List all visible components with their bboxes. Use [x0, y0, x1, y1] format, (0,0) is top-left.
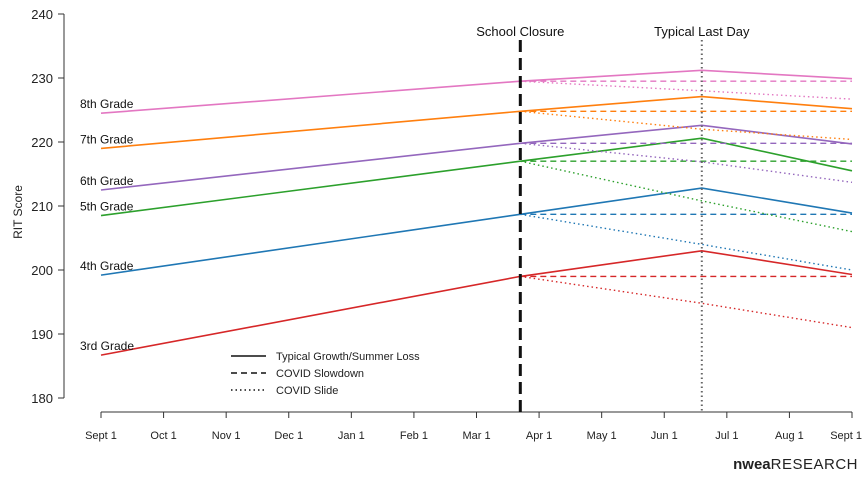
x-tick-label: Jan 1: [338, 430, 365, 442]
labels: 3rd Grade 4th Grade 5th Grade 6th Grade 7th …: [80, 97, 134, 353]
x-tick-label: Jun 1: [651, 430, 678, 442]
legend-label-dashed: COVID Slowdown: [276, 368, 364, 380]
x-tick-label: Sept 1: [830, 430, 862, 442]
school-closure-label: School Closure: [476, 24, 564, 39]
4th-grade-label: 4th Grade: [80, 259, 134, 273]
typical-last-day-label: Typical Last Day: [654, 24, 750, 39]
legend-label-solid: Typical Growth/Summer Loss: [276, 351, 420, 363]
x-tick-label: Apr 1: [526, 430, 552, 442]
x-tick-label: Dec 1: [274, 430, 303, 442]
3rd-grade-slide-line: [520, 276, 852, 327]
4th-grade-slide-line: [520, 214, 852, 270]
x-tick-label: Sept 1: [85, 430, 117, 442]
y-tick-label: 200: [31, 263, 53, 278]
y-tick-label: 190: [31, 327, 53, 342]
nwea-research-logo: nweaRESEARCH: [733, 456, 858, 473]
6th-grade-typical-line: [101, 125, 852, 190]
5th-grade-slide-line: [520, 161, 852, 231]
3rd-grade-typical-line: [101, 251, 852, 355]
8th-grade-typical-line: [101, 70, 852, 113]
y-tick-label: 180: [31, 391, 53, 406]
y-axis-label: RIT Score: [11, 185, 25, 239]
y-tick-label: 240: [31, 7, 53, 22]
7th-grade-label: 7th Grade: [80, 132, 134, 146]
x-tick-label: Aug 1: [775, 430, 804, 442]
legend: Typical Growth/Summer Loss COVID Slowdown…: [231, 351, 420, 397]
7th-grade-slide-line: [520, 111, 852, 139]
6th-grade-slide-line: [520, 143, 852, 182]
y-tick-label: 230: [31, 71, 53, 86]
8th-grade-label: 8th Grade: [80, 97, 134, 111]
8th-grade-slide-line: [520, 81, 852, 99]
x-tick-label: Feb 1: [400, 430, 428, 442]
y-tick-label: 210: [31, 199, 53, 214]
x-tick-label: May 1: [587, 430, 617, 442]
y-tick-label: 220: [31, 135, 53, 150]
x-tick-label: Jul 1: [715, 430, 738, 442]
5th-grade-label: 5th Grade: [80, 200, 134, 214]
6th-grade-label: 6th Grade: [80, 174, 134, 188]
series-lines: [101, 70, 852, 355]
x-tick-label: Mar 1: [462, 430, 490, 442]
legend-label-dotted: COVID Slide: [276, 385, 338, 397]
3rd-grade-label: 3rd Grade: [80, 339, 134, 353]
x-tick-label: Nov 1: [212, 430, 241, 442]
x-tick-label: Oct 1: [150, 430, 176, 442]
